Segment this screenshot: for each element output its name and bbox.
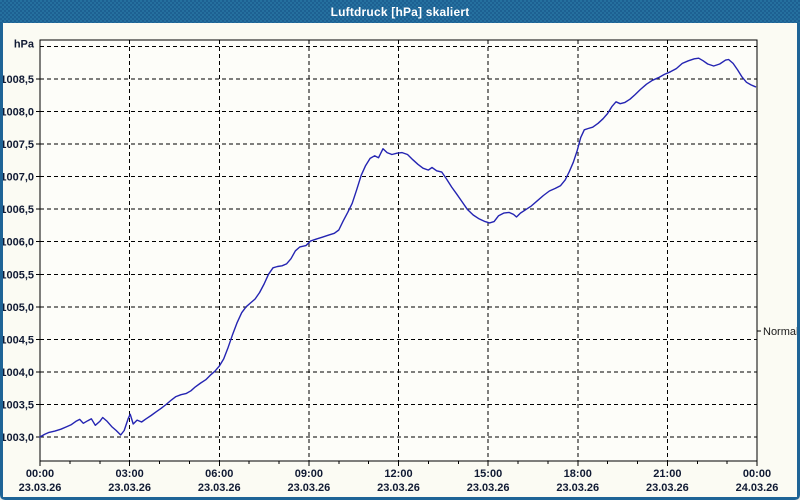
x-tick-date-label: 23.03.26 bbox=[467, 482, 510, 494]
x-tick-date-label: 23.03.26 bbox=[108, 482, 151, 494]
y-tick-label: 1008,0 bbox=[0, 107, 34, 119]
window-border-left bbox=[0, 23, 3, 500]
y-tick-label: 1004,0 bbox=[0, 367, 34, 379]
normal-label: Normal bbox=[763, 326, 798, 338]
x-tick-time-label: 12:00 bbox=[384, 468, 412, 480]
window-title-bar[interactable]: Luftdruck [hPa] skaliert bbox=[0, 0, 800, 23]
x-tick-date-label: 23.03.26 bbox=[556, 482, 599, 494]
x-tick-time-label: 18:00 bbox=[564, 468, 592, 480]
x-tick-date-label: 23.03.26 bbox=[19, 482, 62, 494]
y-tick-label: 1007,0 bbox=[0, 172, 34, 184]
x-tick-time-label: 03:00 bbox=[116, 468, 144, 480]
x-tick-date-label: 23.03.26 bbox=[377, 482, 420, 494]
y-tick-label: 1007,5 bbox=[0, 139, 34, 151]
y-tick-label: 1005,0 bbox=[0, 302, 34, 314]
y-tick-label: 1006,0 bbox=[0, 237, 34, 249]
x-tick-time-label: 00:00 bbox=[26, 468, 54, 480]
x-tick-time-label: 06:00 bbox=[205, 468, 233, 480]
y-tick-label: 1008,5 bbox=[0, 74, 34, 86]
y-tick-label: 1006,5 bbox=[0, 204, 34, 216]
x-tick-date-label: 23.03.26 bbox=[198, 482, 241, 494]
window-border-right bbox=[797, 23, 800, 500]
pressure-curve bbox=[39, 57, 757, 438]
x-tick-time-label: 09:00 bbox=[295, 468, 323, 480]
x-tick-date-label: 23.03.26 bbox=[287, 482, 330, 494]
x-tick-time-label: 00:00 bbox=[743, 468, 771, 480]
x-tick-date-label: 24.03.26 bbox=[736, 482, 779, 494]
window-border-bottom bbox=[0, 497, 800, 500]
x-tick-time-label: 21:00 bbox=[653, 468, 681, 480]
y-tick-label: 1003,0 bbox=[0, 432, 34, 444]
x-tick-date-label: 23.03.26 bbox=[646, 482, 689, 494]
window-title: Luftdruck [hPa] skaliert bbox=[330, 4, 470, 19]
y-axis-unit-label: hPa bbox=[14, 38, 35, 50]
plot-frame bbox=[39, 39, 758, 462]
y-tick-label: 1003,5 bbox=[0, 399, 34, 411]
y-tick-label: 1005,5 bbox=[0, 269, 34, 281]
x-tick-time-label: 15:00 bbox=[474, 468, 502, 480]
y-tick-label: 1004,5 bbox=[0, 334, 34, 346]
